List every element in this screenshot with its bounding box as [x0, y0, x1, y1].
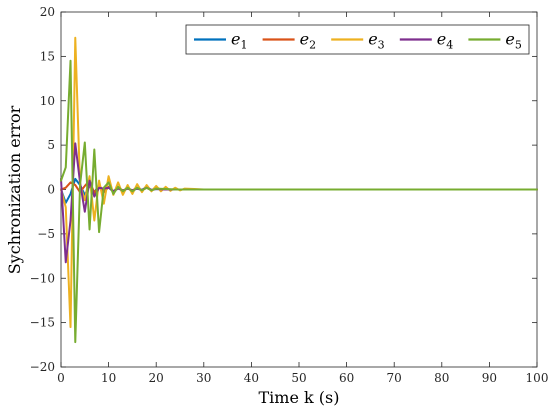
y-tick-label: 5: [47, 138, 55, 152]
y-tick-label: 0: [47, 183, 55, 197]
y-axis-label-text: Sychronization error: [5, 105, 24, 274]
legend-label-e2: e2: [300, 30, 316, 52]
y-tick-label: 20: [40, 5, 55, 19]
ticks-group: 0 10 20 30 40 50 60 70 80 90 100 −20 −15 −10 −5 0 5 10 15 2…: [30, 5, 549, 385]
series-group: [60, 36, 538, 344]
x-tick-label: 50: [291, 371, 306, 385]
x-tick-label: 20: [149, 371, 164, 385]
x-tick-label: 80: [434, 371, 449, 385]
x-tick-label: 10: [101, 371, 116, 385]
axis-labels: Time k (s) Sychronization error: [5, 105, 340, 407]
x-axis-label: Time k (s): [259, 388, 340, 407]
y-tick-label: −20: [30, 360, 55, 374]
legend-label-e3: e3: [368, 30, 384, 52]
y-axis-label: Sychronization error: [5, 105, 24, 274]
x-tick-label: 30: [196, 371, 211, 385]
y-tick-label: 15: [40, 49, 55, 63]
x-tick-label: 70: [387, 371, 402, 385]
legend-label-e1: e1: [231, 30, 247, 52]
x-tick-label: 0: [57, 371, 65, 385]
x-tick-label: 40: [244, 371, 259, 385]
series-line-e5: [60, 59, 538, 344]
legend-label-e4: e4: [437, 30, 453, 52]
y-tick-label: −5: [37, 227, 55, 241]
legend-label-e5: e5: [505, 30, 521, 52]
y-tick-label: −15: [30, 316, 55, 330]
x-tick-label: 100: [526, 371, 549, 385]
x-tick-label: 90: [482, 371, 497, 385]
y-tick-label: −10: [30, 271, 55, 285]
y-tick-label: 10: [40, 94, 55, 108]
x-axis-label-text: Time k (s): [259, 388, 340, 407]
x-tick-label: 60: [339, 371, 354, 385]
legend: e1 e2 e3 e4 e5: [185, 24, 530, 55]
